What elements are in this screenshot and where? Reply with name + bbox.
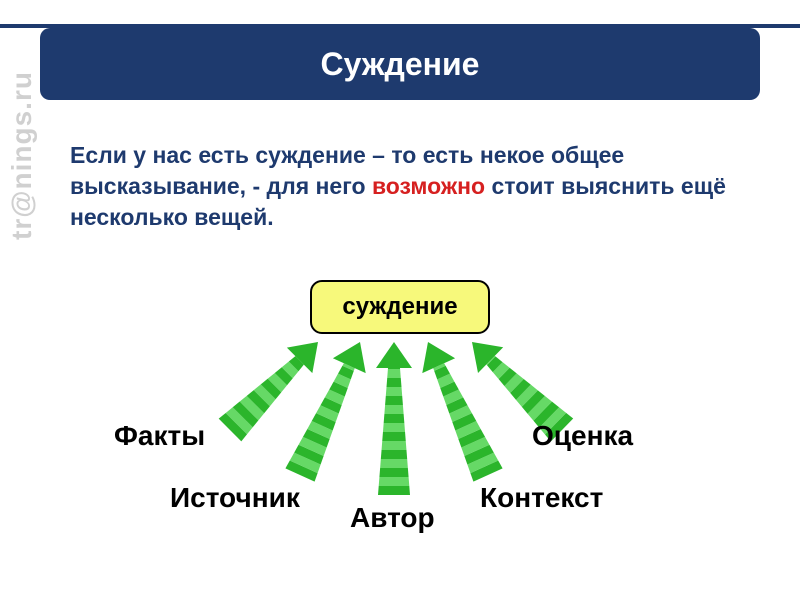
body-highlight: возможно [372, 173, 485, 199]
watermark: tr@nings.ru [6, 71, 38, 240]
page-title: Суждение [321, 46, 480, 83]
body-paragraph: Если у нас есть суждение – то есть некое… [70, 140, 740, 233]
diagram-area: суждение Факты Источник Автор Контекст О… [100, 270, 700, 550]
center-label: суждение [342, 293, 457, 321]
node-label-facts: Факты [114, 420, 205, 452]
node-label-context: Контекст [480, 482, 603, 514]
node-label-author: Автор [350, 502, 435, 534]
node-label-rating: Оценка [532, 420, 633, 452]
center-node: суждение [310, 280, 490, 334]
node-label-source: Источник [170, 482, 300, 514]
title-bar: Суждение [40, 28, 760, 100]
